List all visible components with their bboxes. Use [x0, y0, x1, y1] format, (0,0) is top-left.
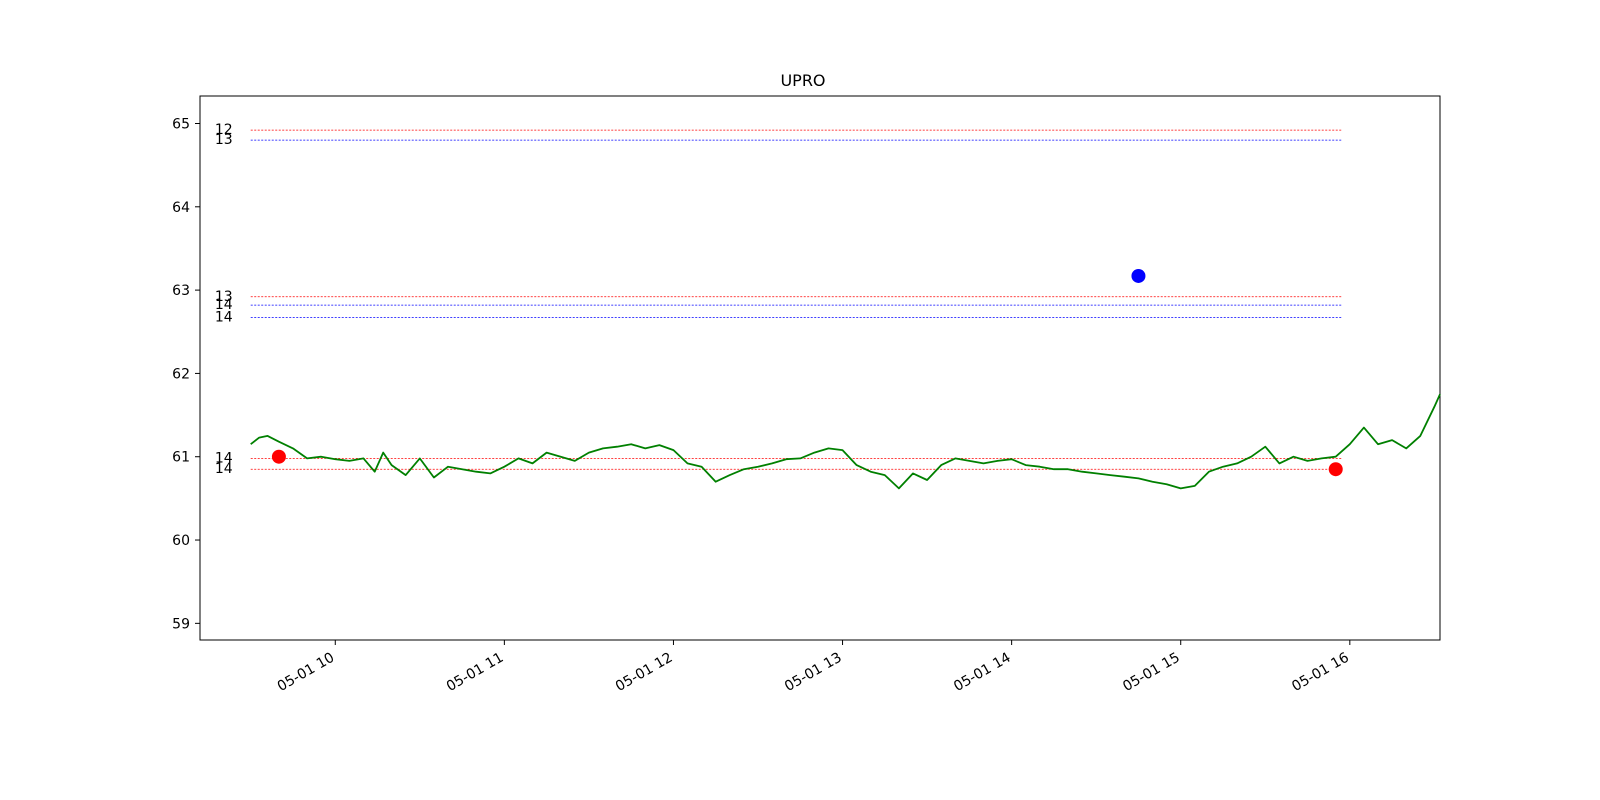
level-label: 14 — [215, 461, 233, 477]
level-label: 14 — [215, 450, 233, 466]
y-tick-label: 61 — [172, 450, 190, 466]
y-tick-label: 63 — [172, 283, 190, 299]
x-tick-label: 05-01 12 — [613, 650, 676, 695]
y-tick-label: 62 — [172, 366, 190, 382]
trade-marker — [1131, 268, 1146, 283]
y-tick-label: 60 — [172, 533, 190, 549]
plot-area-frame — [199, 95, 1441, 641]
x-tick-label: 05-01 13 — [782, 650, 845, 695]
trade-marker — [271, 449, 286, 464]
x-axis: 05-01 10 05-01 11 05-01 12 05-01 13 05-01 14… — [275, 640, 1352, 695]
level-label: 12 — [215, 122, 233, 138]
y-tick-label: 65 — [172, 116, 190, 132]
level-label: 14 — [215, 310, 233, 326]
y-axis: 59 60 61 62 63 64 65 — [172, 116, 200, 632]
trade-markers — [271, 268, 1343, 477]
trade-marker — [1328, 462, 1343, 477]
level-label: 13 — [215, 289, 233, 305]
price-line — [250, 393, 1441, 490]
x-tick-label: 05-01 16 — [1289, 650, 1352, 695]
y-tick-label: 59 — [172, 616, 190, 632]
y-tick-label: 64 — [172, 200, 190, 216]
chart-title: UPRO — [780, 71, 825, 90]
x-tick-label: 05-01 10 — [275, 650, 338, 695]
x-tick-label: 05-01 11 — [444, 650, 507, 695]
price-series — [250, 393, 1441, 490]
x-tick-label: 05-01 14 — [951, 650, 1014, 695]
x-tick-label: 05-01 15 — [1120, 650, 1183, 695]
level-label: 13 — [215, 132, 233, 148]
level-label: 14 — [215, 297, 233, 313]
